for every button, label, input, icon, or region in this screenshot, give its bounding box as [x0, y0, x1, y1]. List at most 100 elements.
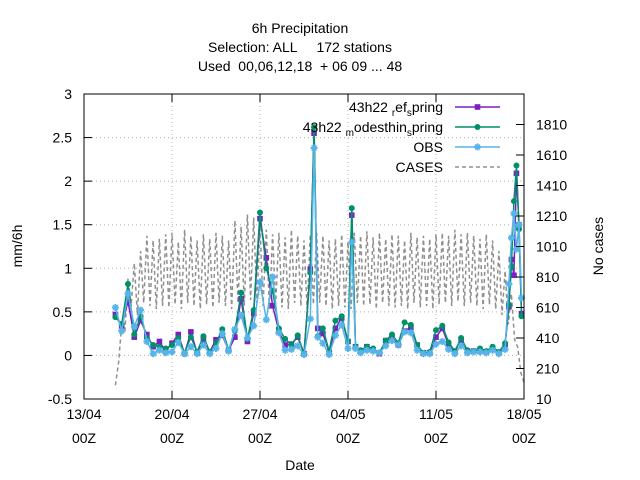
- data-point: [125, 280, 131, 287]
- data-point: [156, 338, 163, 345]
- data-point: [143, 337, 151, 345]
- data-point: [320, 330, 326, 337]
- data-point: [238, 295, 244, 302]
- x-tick-label: 20/04: [154, 406, 189, 422]
- data-point: [433, 334, 439, 340]
- data-point: [357, 349, 365, 357]
- data-point: [348, 205, 355, 212]
- data-point: [388, 337, 396, 345]
- data-point: [319, 339, 327, 347]
- data-point: [187, 334, 194, 341]
- series-line-cases: [114, 214, 525, 386]
- data-point: [407, 329, 415, 337]
- x-tick-label: 11/05: [419, 406, 453, 422]
- legend-marker: [474, 124, 481, 130]
- data-point: [511, 272, 517, 279]
- data-point: [463, 349, 471, 357]
- data-point: [187, 343, 195, 351]
- y2-tick-label: 410: [536, 330, 560, 346]
- data-point: [507, 234, 515, 242]
- data-point: [225, 347, 233, 355]
- data-point: [512, 245, 520, 253]
- data-point: [232, 334, 238, 340]
- data-point: [344, 344, 352, 352]
- data-point: [310, 144, 318, 152]
- x-tick-label: 27/04: [242, 406, 277, 422]
- data-point: [510, 209, 518, 217]
- data-point: [510, 198, 517, 205]
- data-point: [130, 323, 138, 331]
- legend-label: 43h22 refspring: [349, 99, 443, 119]
- data-point: [257, 209, 263, 216]
- data-point: [144, 331, 150, 338]
- y-tick-label: 3: [64, 86, 72, 102]
- y-axis-label: mm/6h: [9, 225, 25, 268]
- x-tick-sublabel: 00Z: [248, 430, 273, 446]
- data-point: [300, 351, 308, 359]
- x-tick-sublabel: 00Z: [512, 430, 537, 446]
- data-point: [250, 322, 258, 330]
- data-point: [137, 306, 145, 314]
- data-point: [363, 346, 371, 354]
- data-point: [168, 348, 176, 356]
- data-point: [332, 317, 339, 324]
- data-point: [149, 350, 157, 358]
- data-point: [433, 327, 439, 334]
- x-tick-sublabel: 00Z: [160, 430, 185, 446]
- data-point: [306, 315, 314, 323]
- data-point: [338, 313, 345, 320]
- data-point: [206, 350, 214, 358]
- data-point: [375, 349, 383, 357]
- y2-tick-label: 1210: [536, 208, 567, 224]
- data-point: [263, 265, 270, 272]
- chart-title-line-2: Selection: ALL 172 stations: [208, 39, 392, 55]
- data-point: [256, 278, 264, 286]
- data-point: [438, 337, 446, 345]
- legend-label: CASES: [396, 159, 443, 175]
- data-point: [513, 162, 520, 169]
- data-point: [348, 238, 356, 246]
- y2-tick-label: 1610: [536, 147, 567, 163]
- data-point: [188, 329, 194, 335]
- series-2: [111, 144, 525, 359]
- data-point: [269, 273, 277, 281]
- data-point: [518, 313, 525, 320]
- y2-tick-label: 810: [536, 269, 560, 285]
- data-point: [352, 344, 360, 352]
- data-point: [175, 335, 182, 341]
- data-point: [162, 345, 169, 352]
- data-point: [282, 335, 289, 342]
- data-point: [111, 304, 119, 311]
- data-point: [193, 350, 201, 358]
- data-point: [294, 342, 302, 350]
- data-point: [275, 329, 283, 337]
- data-point: [382, 337, 389, 344]
- precip-series-layer: [111, 124, 525, 359]
- y2-axis-label: No cases: [590, 217, 606, 275]
- data-point: [331, 331, 339, 339]
- x-tick-sublabel: 00Z: [72, 430, 97, 446]
- data-point: [311, 124, 318, 131]
- x-tick-sublabel: 00Z: [424, 430, 449, 446]
- data-point: [169, 341, 175, 348]
- legend-label: OBS: [413, 139, 443, 155]
- data-point: [174, 338, 182, 346]
- data-point: [269, 302, 276, 309]
- x-tick-label: 13/04: [66, 406, 101, 422]
- data-point: [394, 341, 402, 349]
- y2-tick-label: 610: [536, 300, 560, 316]
- data-point: [458, 335, 465, 341]
- y-tick-label: 2: [64, 173, 72, 189]
- data-point: [200, 333, 207, 340]
- cases-series-layer: [114, 214, 525, 386]
- data-point: [413, 346, 421, 354]
- legend-marker: [474, 143, 481, 151]
- data-point: [219, 326, 226, 333]
- chart-title-line-1: 6h Precipitation: [252, 20, 349, 36]
- data-point: [150, 341, 157, 348]
- data-point: [369, 347, 377, 355]
- data-point: [401, 328, 409, 336]
